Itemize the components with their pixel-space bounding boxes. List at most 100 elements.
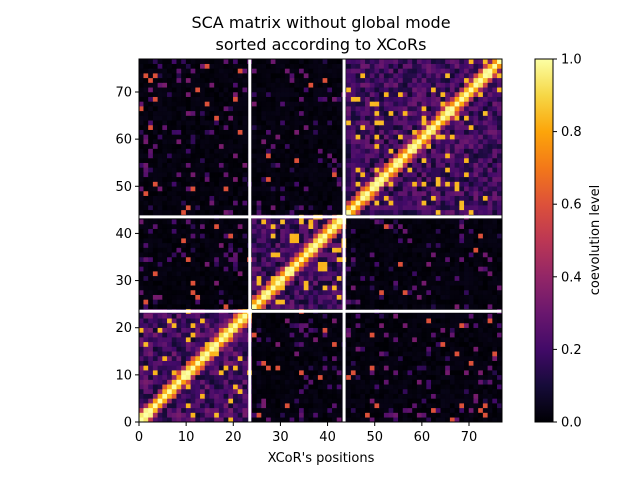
heatmap-cell xyxy=(482,412,489,418)
heatmap-cell xyxy=(242,412,248,418)
heatmap-cell xyxy=(407,294,413,300)
heatmap-cell xyxy=(336,242,342,248)
heatmap-cell xyxy=(256,223,262,229)
heatmap-cell xyxy=(256,261,262,267)
heatmap-cell xyxy=(176,247,182,253)
heatmap-cell xyxy=(473,237,479,244)
chart-title-line-1: SCA matrix without global mode xyxy=(191,13,450,32)
heatmap-cell xyxy=(251,341,258,347)
heatmap-cell xyxy=(393,261,399,267)
heatmap-cell xyxy=(195,327,201,333)
heatmap-cell xyxy=(497,134,502,140)
heatmap-cell xyxy=(204,157,210,163)
heatmap-cell xyxy=(355,195,361,201)
heatmap-cell xyxy=(299,143,305,149)
heatmap-cell xyxy=(303,275,309,281)
heatmap-cell xyxy=(176,393,182,399)
heatmap-cell xyxy=(228,351,234,357)
heatmap-cell xyxy=(487,223,493,229)
heatmap-cell xyxy=(148,355,154,361)
heatmap-cell xyxy=(256,120,262,126)
heatmap-cell xyxy=(308,247,314,253)
heatmap-cell xyxy=(261,332,267,338)
heatmap-cell xyxy=(157,275,163,281)
heatmap-cell xyxy=(482,266,489,272)
heatmap-cell xyxy=(327,228,333,234)
heatmap-cell xyxy=(242,384,248,390)
heatmap-cell xyxy=(313,374,319,380)
heatmap-cell xyxy=(459,134,465,140)
heatmap-cell xyxy=(355,351,361,357)
heatmap-cell xyxy=(181,129,187,135)
heatmap-cell xyxy=(148,138,154,145)
heatmap-cell xyxy=(181,256,187,262)
heatmap-cell xyxy=(143,355,149,361)
heatmap-cell xyxy=(313,261,319,267)
heatmap-cell xyxy=(148,407,154,413)
heatmap-cell xyxy=(327,247,333,253)
heatmap-cell xyxy=(242,369,248,376)
heatmap-cell xyxy=(139,270,144,277)
heatmap-cell xyxy=(365,209,371,215)
heatmap-cell xyxy=(383,303,390,310)
heatmap-cell xyxy=(204,336,210,343)
heatmap-cell xyxy=(266,346,272,352)
heatmap-cell xyxy=(209,313,215,319)
heatmap-cell xyxy=(468,120,474,126)
heatmap-cell xyxy=(346,162,352,168)
heatmap-cell xyxy=(289,379,295,385)
heatmap-cell xyxy=(233,228,239,234)
heatmap-cell xyxy=(379,299,385,305)
heatmap-cell xyxy=(336,219,342,225)
heatmap-cell xyxy=(143,384,149,390)
heatmap-cell xyxy=(171,398,177,404)
heatmap-cell xyxy=(336,129,342,135)
heatmap-cell xyxy=(299,223,305,229)
heatmap-cell xyxy=(421,233,427,239)
heatmap-cell xyxy=(440,256,446,262)
heatmap-cell xyxy=(313,351,319,357)
heatmap-cell xyxy=(383,242,390,248)
heatmap-cell xyxy=(431,195,437,201)
heatmap-cell xyxy=(209,209,215,215)
heatmap-cell xyxy=(454,351,460,357)
heatmap-cell xyxy=(346,186,352,192)
heatmap-cell xyxy=(152,412,159,418)
heatmap-cell xyxy=(431,190,437,196)
heatmap-cell xyxy=(445,299,451,305)
heatmap-cell xyxy=(336,322,342,328)
heatmap-cell xyxy=(336,115,342,121)
heatmap-cell xyxy=(412,200,418,206)
heatmap-cell xyxy=(204,204,210,211)
heatmap-cell xyxy=(157,407,163,413)
heatmap-cell xyxy=(317,280,324,286)
heatmap-cell xyxy=(459,209,465,215)
heatmap-cell xyxy=(294,138,300,145)
heatmap-cell xyxy=(242,204,248,211)
heatmap-cell xyxy=(139,402,144,409)
heatmap-cell xyxy=(223,398,229,404)
heatmap-cell xyxy=(214,355,220,361)
heatmap-cell xyxy=(407,195,413,201)
heatmap-cell xyxy=(497,398,502,404)
heatmap-cell xyxy=(459,143,465,149)
heatmap-cell xyxy=(482,327,489,333)
heatmap-cell xyxy=(242,228,248,234)
heatmap-cell xyxy=(402,417,408,422)
heatmap-cell xyxy=(482,228,489,234)
heatmap-cell xyxy=(492,336,498,343)
heatmap-cell xyxy=(214,322,220,328)
heatmap-cell xyxy=(209,388,215,394)
heatmap-cell xyxy=(398,280,404,286)
heatmap-cell xyxy=(242,157,248,163)
heatmap-cell xyxy=(237,247,243,253)
heatmap-cell xyxy=(360,351,366,357)
heatmap-cell xyxy=(270,365,276,371)
heatmap-cell xyxy=(261,327,267,333)
heatmap-cell xyxy=(313,171,319,178)
heatmap-cell xyxy=(322,384,328,390)
heatmap-cell xyxy=(228,303,234,310)
heatmap-cell xyxy=(435,360,441,366)
heatmap-cell xyxy=(431,346,437,352)
